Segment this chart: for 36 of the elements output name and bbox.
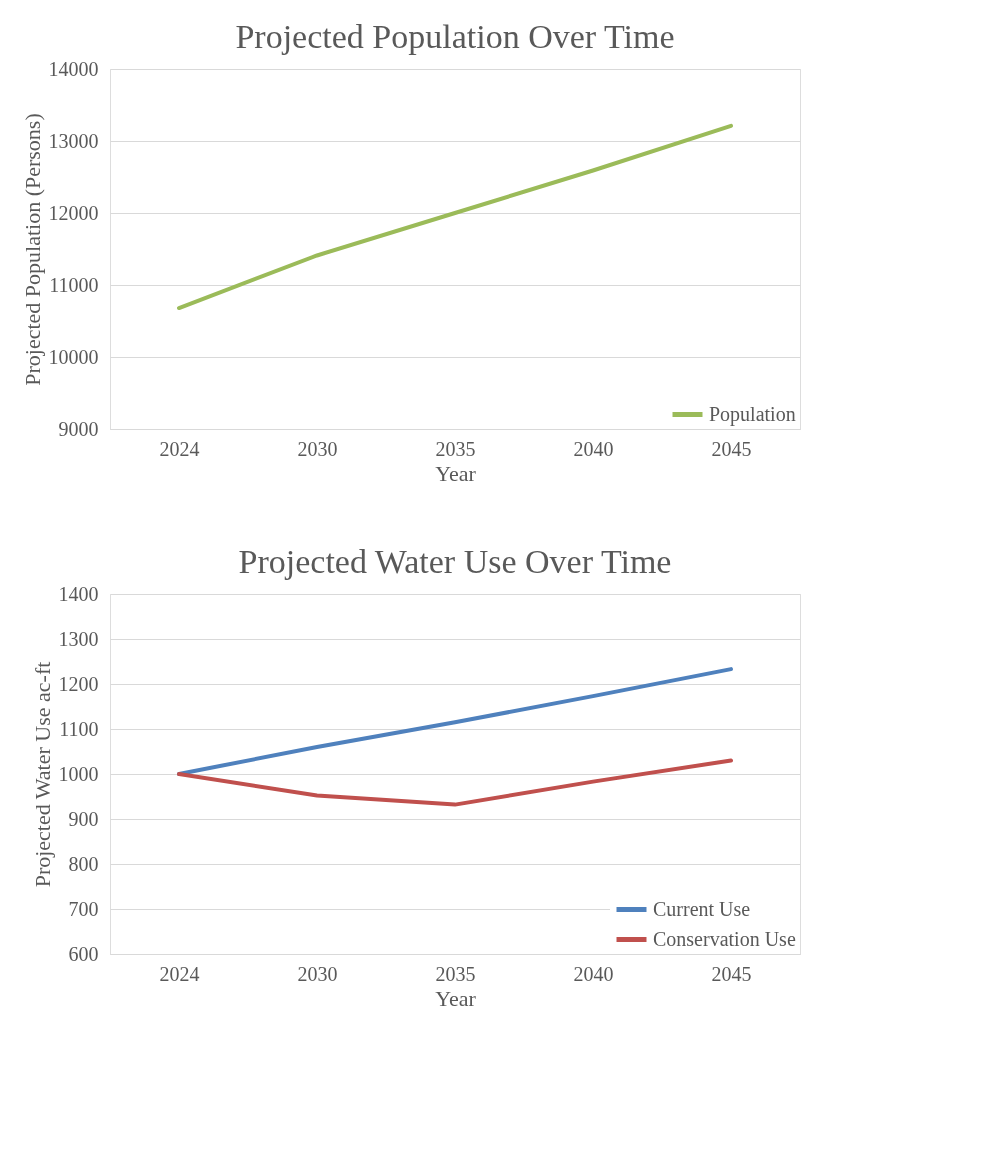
y-tick-label: 700	[68, 897, 99, 920]
y-tick-label: 1100	[59, 717, 99, 740]
y-tick-label: 14000	[48, 57, 99, 80]
x-tick-label: 2045	[711, 962, 752, 985]
x-tick-label: 2045	[711, 437, 752, 460]
y-tick-label: 12000	[48, 201, 99, 224]
y-axis-title: Projected Population (Persons)	[19, 113, 45, 386]
y-tick-label: 600	[68, 942, 99, 965]
legend-label: Population	[709, 402, 796, 426]
line-series	[177, 123, 733, 311]
y-tick-label: 10000	[48, 345, 99, 368]
legend-label: Current Use	[653, 897, 751, 920]
chart-title: Projected Population Over Time	[235, 18, 675, 55]
x-tick-label: 2030	[297, 962, 338, 985]
y-tick-label: 1200	[58, 672, 99, 695]
y-axis-title: Projected Water Use ac-ft	[29, 661, 55, 888]
y-tick-label: 1300	[58, 627, 99, 650]
x-tick-label: 2024	[159, 437, 200, 460]
x-tick-label: 2030	[297, 437, 338, 460]
chart-title: Projected Water Use Over Time	[238, 543, 672, 580]
line-series	[177, 758, 733, 807]
x-tick-label: 2040	[573, 437, 614, 460]
y-tick-label: 11000	[49, 273, 99, 296]
y-tick-label: 13000	[48, 129, 99, 152]
y-tick-label: 900	[68, 807, 99, 830]
y-tick-label: 1400	[58, 582, 99, 605]
x-tick-label: 2024	[159, 962, 200, 985]
y-tick-label: 1000	[58, 762, 99, 785]
x-axis-title: Year	[435, 460, 477, 486]
y-tick-label: 800	[68, 852, 99, 875]
x-tick-label: 2035	[435, 437, 476, 460]
y-tick-label: 9000	[58, 417, 99, 440]
x-tick-label: 2035	[435, 962, 476, 985]
x-tick-label: 2040	[573, 962, 614, 985]
legend-label: Conservation Use	[653, 927, 796, 950]
x-axis-title: Year	[435, 985, 477, 1011]
